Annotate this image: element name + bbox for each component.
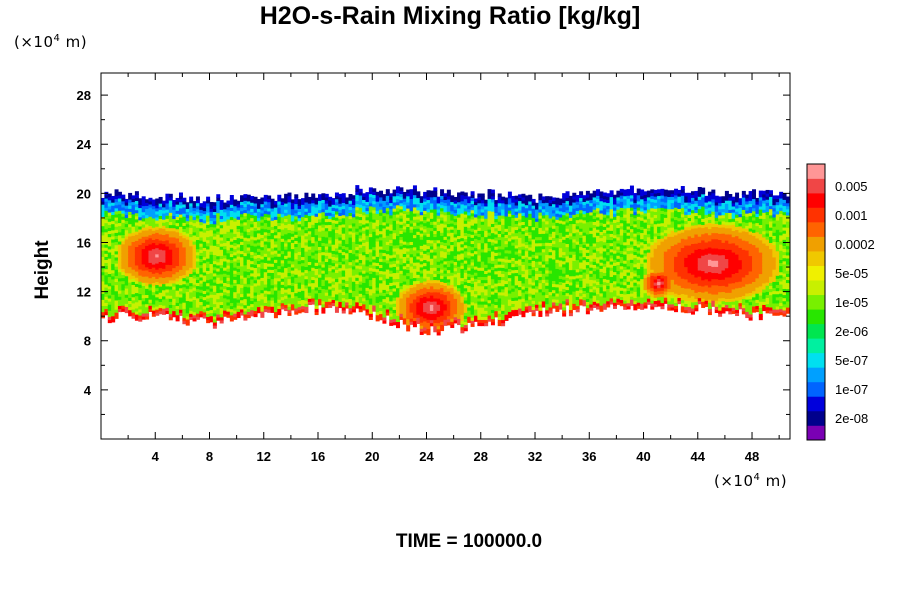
x-unit-prefix: (×10 <box>714 472 754 490</box>
colorbar-label: 5e-05 <box>835 266 868 281</box>
plot-frame <box>100 72 791 440</box>
y-unit-prefix: (×10 <box>14 33 54 51</box>
x-tick-label: 16 <box>311 449 325 464</box>
x-tick-label: 4 <box>152 449 160 464</box>
colorbar-swatch <box>807 338 825 354</box>
colorbar-swatch <box>807 323 825 339</box>
y-tick-label: 8 <box>84 334 91 349</box>
colorbar-frame <box>806 163 826 441</box>
colorbar-swatch <box>807 352 825 368</box>
x-tick-label: 44 <box>691 449 706 464</box>
colorbar-label: 1e-05 <box>835 295 868 310</box>
y-unit-suffix: m) <box>60 33 88 51</box>
colorbar-label: 0.005 <box>835 179 868 194</box>
colorbar-label: 0.0002 <box>835 237 875 252</box>
colorbar-label: 5e-07 <box>835 353 868 368</box>
colorbar-swatch <box>807 425 825 441</box>
x-tick-label: 20 <box>365 449 379 464</box>
colorbar-swatch <box>807 178 825 194</box>
colorbar-label: 1e-07 <box>835 382 868 397</box>
x-tick-label: 48 <box>745 449 759 464</box>
chart-title: H2O-s-Rain Mixing Ratio [kg/kg] <box>259 2 641 30</box>
colorbar-label: 2e-06 <box>835 324 868 339</box>
y-tick-label: 24 <box>77 137 92 152</box>
x-unit-exponent: 4 <box>753 472 761 483</box>
colorbar-swatch <box>807 193 825 208</box>
colorbar-swatch <box>807 164 825 179</box>
y-unit-exponent: 4 <box>53 33 61 44</box>
colorbar-swatch <box>807 396 825 412</box>
mixing-ratio-field <box>101 185 790 336</box>
x-tick-label: 12 <box>257 449 271 464</box>
colorbar: 2e-08 1e-07 5e-07 2e-06 1e-05 5e-05 0.0002 0.00… <box>806 163 875 441</box>
x-unit-suffix: m) <box>760 472 788 490</box>
colorbar-swatch <box>807 280 825 296</box>
x-tick-label: 32 <box>528 449 542 464</box>
colorbar-swatch <box>807 309 825 325</box>
x-tick-label: 36 <box>582 449 596 464</box>
colorbar-swatch <box>807 265 825 281</box>
x-tick-label: 28 <box>474 449 488 464</box>
y-tick-label: 4 <box>84 383 92 398</box>
y-axis-unit: (×104 m) <box>14 33 87 51</box>
x-axis-unit: (×104 m) <box>714 472 787 490</box>
y-tick-label: 28 <box>77 88 91 103</box>
y-tick-label: 20 <box>77 186 91 201</box>
axes-frame <box>100 72 791 440</box>
y-tick-label: 16 <box>77 235 91 250</box>
colorbar-label: 0.001 <box>835 208 868 223</box>
colorbar-label: 2e-08 <box>835 411 868 426</box>
colorbar-swatch <box>807 410 825 426</box>
y-tick-label: 12 <box>77 285 91 300</box>
colorbar-swatch <box>807 294 825 310</box>
colorbar-swatch <box>807 222 825 237</box>
time-label: TIME = 100000.0 <box>395 531 543 552</box>
x-tick-label: 40 <box>636 449 650 464</box>
colorbar-swatch <box>807 367 825 383</box>
colorbar-swatch <box>807 381 825 397</box>
colorbar-swatch <box>807 207 825 223</box>
colorbar-swatch <box>807 236 825 252</box>
x-tick-label: 8 <box>206 449 213 464</box>
x-tick-label: 24 <box>419 449 434 464</box>
colorbar-swatch <box>807 251 825 266</box>
